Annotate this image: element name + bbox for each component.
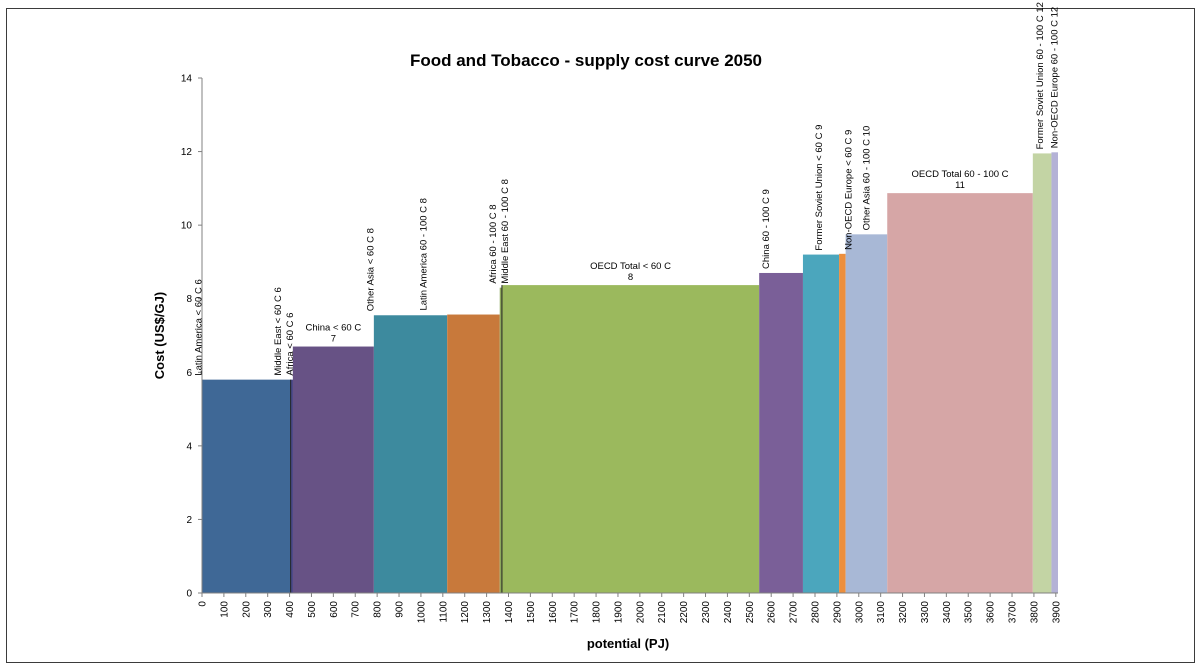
x-tick-label: 600 [329, 601, 340, 618]
x-tick-label: 2200 [679, 601, 690, 624]
segment-label: Latin America < 60 C 6 [193, 279, 204, 375]
plot-area: 0 2 4 6 8 10 12 14 0 100 200 300 400 500 600 700 800 900 1… [181, 2, 1062, 623]
y-tick-label: 14 [181, 74, 193, 85]
segment-value-label: 7 [331, 334, 336, 345]
x-tick-label: 1100 [438, 601, 449, 623]
x-tick-label: 3600 [986, 601, 997, 624]
x-tick-label: 3300 [920, 601, 931, 624]
y-axis-title: Cost (US$/GJ) [152, 292, 167, 379]
chart-title: Food and Tobacco - supply cost curve 205… [410, 51, 762, 70]
x-tick-label: 3200 [898, 601, 909, 624]
x-tick-label: 2600 [767, 601, 778, 624]
segment-label: Other Asia 60 - 100 C 10 [861, 126, 872, 231]
x-tick-label: 2900 [832, 601, 843, 624]
segment-label: Non-OECD Europe < 60 C 9 [843, 130, 854, 250]
bar-segment [291, 379, 294, 593]
bar-segment [499, 287, 502, 593]
bar-segment [759, 272, 803, 593]
y-tick-label: 10 [181, 221, 193, 232]
x-tick-label: 3000 [854, 601, 865, 624]
bar-segment [202, 379, 291, 593]
segment-name-label: OECD Total 60 - 100 C [912, 169, 1009, 180]
segment-label: Africa < 60 C 6 [285, 313, 296, 376]
y-tick-label: 6 [186, 368, 192, 379]
segment-value-label: 11 [955, 180, 965, 191]
x-tick-label: 2800 [810, 601, 821, 624]
bar-segment [887, 193, 1033, 593]
x-tick-label: 3100 [876, 601, 887, 624]
x-tick-label: 200 [241, 601, 252, 618]
x-tick-label: 2300 [701, 601, 712, 624]
segment-name-label: OECD Total < 60 C [590, 261, 671, 272]
x-tick-label: 2400 [723, 601, 734, 624]
x-tick-label: 500 [307, 601, 318, 618]
x-tick-label: 700 [351, 601, 362, 618]
segment-label: Former Soviet Union 60 - 100 C 12 [1035, 2, 1046, 149]
x-axis-title: potential (PJ) [587, 636, 669, 651]
x-tick-label: 3700 [1008, 601, 1019, 624]
x-tick-label: 2100 [657, 601, 668, 624]
bar-segment [1051, 152, 1058, 594]
x-tick-label: 1600 [548, 601, 559, 624]
bar-segment [447, 314, 500, 593]
segment-name-label: China < 60 C [305, 323, 361, 334]
x-tick-label: 3900 [1051, 601, 1062, 624]
segment-label: Africa 60 - 100 C 8 [488, 204, 499, 283]
bar-segment [845, 234, 888, 593]
bar-segment [290, 379, 293, 593]
y-tick-label: 12 [181, 147, 193, 158]
x-tick-label: 1400 [504, 601, 515, 624]
x-tick-label: 1300 [482, 601, 493, 624]
x-tick-label: 0 [198, 601, 209, 607]
bar-segment [802, 254, 840, 594]
x-tick-label: 100 [219, 601, 230, 618]
x-tick-label: 900 [395, 601, 406, 618]
bar-segment [1032, 153, 1052, 594]
x-tick-label: 800 [373, 601, 384, 618]
x-tick-label: 1700 [570, 601, 581, 624]
x-tick-label: 2700 [789, 601, 800, 624]
x-tick-label: 300 [263, 601, 274, 618]
segment-value-label: 8 [628, 272, 633, 283]
segment-label: China 60 - 100 C 9 [761, 189, 772, 269]
segment-label: Middle East < 60 C 6 [273, 287, 284, 375]
segment-label: Non-OECD Europe 60 - 100 C 12 [1050, 7, 1061, 149]
bar-segment [292, 346, 374, 593]
x-tick-label: 1200 [460, 601, 471, 624]
bar-segment [373, 315, 448, 593]
segment-label: Former Soviet Union < 60 C 9 [814, 125, 825, 251]
x-tick-label: 1800 [592, 601, 603, 624]
y-tick-label: 2 [186, 515, 192, 526]
x-tick-label: 2000 [635, 601, 646, 624]
bar-segment [501, 285, 760, 593]
y-tick-label: 0 [186, 589, 192, 600]
x-tick-label: 1500 [526, 601, 537, 624]
x-tick-label: 3800 [1029, 601, 1040, 624]
x-tick-label: 3500 [964, 601, 975, 624]
x-tick-label: 400 [285, 601, 296, 618]
x-tick-label: 2500 [745, 601, 756, 624]
y-tick-label: 4 [186, 441, 192, 452]
x-tick-label: 1000 [416, 601, 427, 624]
segment-label: Latin America 60 - 100 C 8 [418, 198, 429, 310]
x-tick-label: 3400 [942, 601, 953, 624]
y-tick-label: 8 [186, 294, 192, 305]
segment-label: Middle East 60 - 100 C 8 [500, 179, 511, 284]
bar-segment [839, 253, 846, 594]
x-tick-label: 1900 [613, 601, 624, 624]
segment-label: Other Asia < 60 C 8 [366, 228, 377, 311]
